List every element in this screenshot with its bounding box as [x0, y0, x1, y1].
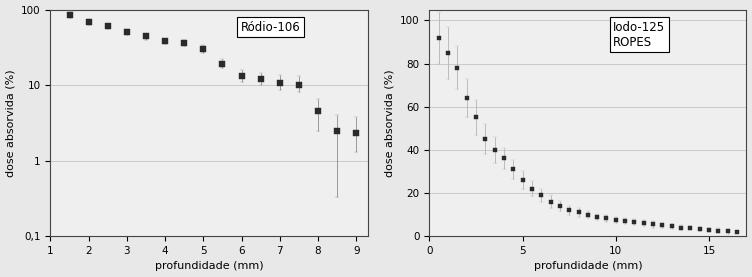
X-axis label: profundidade (mm): profundidade (mm) — [533, 261, 642, 271]
X-axis label: profundidade (mm): profundidade (mm) — [155, 261, 263, 271]
Y-axis label: dose absorvida (%): dose absorvida (%) — [5, 69, 16, 177]
Y-axis label: dose absorvida (%): dose absorvida (%) — [384, 69, 394, 177]
Text: Iodo-125
ROPES: Iodo-125 ROPES — [613, 21, 666, 49]
Text: Ródio-106: Ródio-106 — [241, 21, 301, 34]
